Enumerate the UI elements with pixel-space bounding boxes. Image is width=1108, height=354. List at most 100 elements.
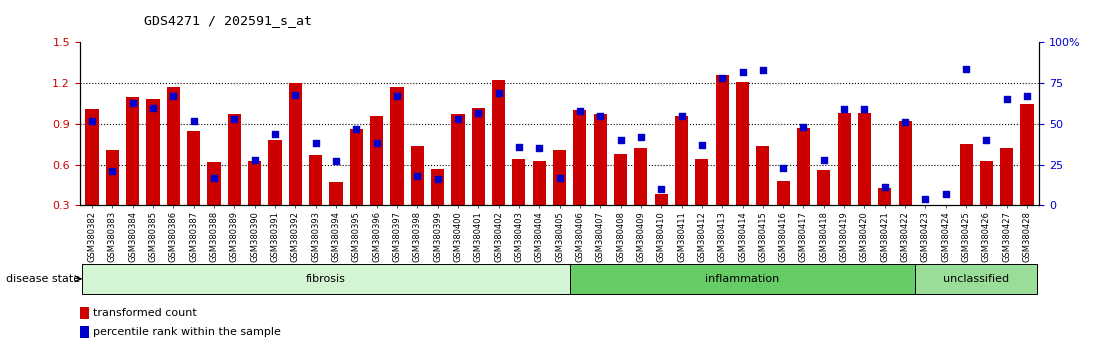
Bar (309, 155, 322, 246)
Bar (370, 116, 383, 246)
Bar (472, 108, 485, 246)
Bar (915, 264, 1037, 294)
Bar (268, 140, 281, 246)
Point (692, 142, 710, 148)
Point (957, 66, 975, 72)
Bar (85, 109, 99, 246)
Bar (166, 87, 179, 246)
Bar (818, 170, 830, 246)
Point (1018, 93, 1036, 99)
Bar (716, 75, 729, 246)
Bar (899, 121, 912, 246)
Point (348, 126, 366, 132)
Point (103, 168, 121, 174)
Bar (1020, 104, 1034, 246)
Bar (594, 114, 607, 246)
Point (327, 159, 345, 164)
Point (83, 118, 101, 124)
Bar (105, 150, 119, 246)
Point (246, 157, 264, 162)
Text: inflammation: inflammation (706, 274, 780, 284)
Bar (289, 83, 301, 246)
Point (774, 165, 792, 171)
Point (307, 141, 325, 146)
Bar (390, 87, 403, 246)
Point (449, 116, 466, 122)
Point (490, 90, 507, 96)
Bar (919, 220, 932, 246)
Point (510, 144, 527, 149)
Text: fibrosis: fibrosis (306, 274, 346, 284)
Point (977, 137, 995, 143)
Point (632, 134, 649, 140)
Point (551, 175, 568, 181)
Point (612, 137, 629, 143)
Bar (838, 113, 851, 246)
Point (916, 196, 934, 202)
Bar (1001, 148, 1014, 246)
Text: GDS4271 / 202591_s_at: GDS4271 / 202591_s_at (144, 14, 312, 27)
Bar (757, 145, 769, 246)
Bar (675, 116, 688, 246)
Bar (187, 131, 201, 246)
Point (164, 93, 182, 99)
Text: disease state: disease state (6, 274, 80, 284)
Bar (979, 161, 993, 246)
Point (653, 186, 670, 192)
Point (124, 100, 142, 105)
Bar (614, 154, 627, 246)
Bar (655, 194, 668, 246)
Bar (492, 80, 505, 246)
Bar (82, 264, 570, 294)
Bar (451, 114, 464, 246)
Point (388, 93, 406, 99)
Point (876, 184, 894, 190)
Bar (512, 159, 525, 246)
Point (794, 124, 812, 130)
Point (896, 119, 914, 125)
Point (368, 141, 386, 146)
Text: unclassified: unclassified (943, 274, 1009, 284)
Bar (940, 205, 953, 246)
Point (673, 113, 690, 119)
Bar (207, 162, 220, 246)
Bar (573, 110, 586, 246)
Point (470, 110, 488, 115)
Bar (431, 169, 444, 246)
Bar (350, 129, 362, 246)
Bar (858, 113, 871, 246)
Bar (248, 161, 261, 246)
Point (937, 191, 955, 197)
Point (592, 113, 609, 119)
Bar (797, 128, 810, 246)
Point (429, 176, 447, 182)
Bar (553, 150, 566, 246)
Point (998, 97, 1016, 102)
Bar (695, 159, 708, 246)
Point (815, 157, 833, 162)
Point (855, 107, 873, 112)
Bar (634, 148, 647, 246)
Bar (533, 161, 546, 246)
Point (733, 69, 751, 75)
Point (185, 118, 203, 124)
Point (714, 75, 731, 81)
Bar (329, 182, 342, 246)
Point (144, 105, 162, 110)
Point (266, 131, 284, 137)
Bar (570, 264, 915, 294)
Point (205, 175, 223, 181)
Bar (126, 97, 140, 246)
Bar (879, 188, 892, 246)
Text: transformed count: transformed count (93, 308, 197, 318)
Bar (80, 307, 90, 319)
Point (225, 116, 243, 122)
Bar (227, 114, 240, 246)
Bar (80, 326, 90, 338)
Point (835, 107, 853, 112)
Point (753, 67, 771, 73)
Point (531, 145, 548, 151)
Point (286, 92, 304, 97)
Text: percentile rank within the sample: percentile rank within the sample (93, 327, 281, 337)
Point (571, 108, 588, 114)
